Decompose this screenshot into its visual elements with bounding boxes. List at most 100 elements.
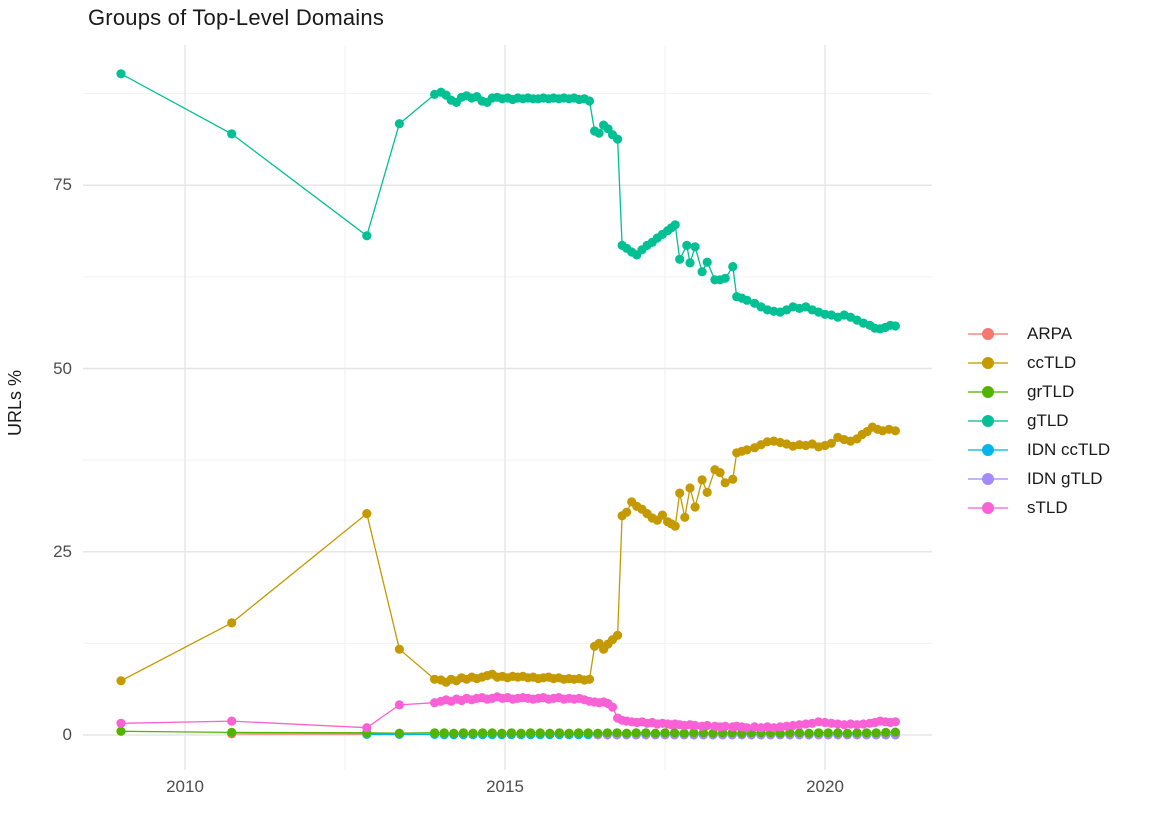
data-point-grtld [650, 728, 661, 738]
legend-swatch-cctld [968, 356, 1008, 370]
data-point-cctld [742, 445, 752, 455]
legend-label: IDN gTLD [1027, 468, 1103, 488]
data-point-gtld [685, 258, 695, 268]
data-point-grtld [449, 728, 459, 738]
legend-item-idn-cctld: IDN ccTLD [968, 435, 1110, 464]
legend-dot-icon [982, 414, 994, 427]
data-point-grtld [478, 728, 488, 738]
legend-swatch-idn-cctld [968, 443, 1008, 457]
data-point-stld [116, 718, 126, 728]
data-point-grtld [775, 728, 785, 738]
data-point-grtld [227, 727, 237, 738]
data-point-grtld [526, 728, 536, 738]
legend-swatch-idn-gtld [968, 472, 1008, 486]
data-point-cctld [613, 630, 623, 640]
data-point-grtld [660, 728, 670, 738]
data-point-grtld [814, 728, 824, 738]
data-point-grtld [708, 728, 718, 738]
data-point-grtld [679, 728, 689, 738]
series-grtld [116, 726, 901, 738]
data-point-cctld [697, 475, 707, 485]
data-point-grtld [535, 728, 545, 738]
legend-dot-icon [982, 501, 994, 514]
data-point-grtld [545, 728, 555, 738]
legend: ARPA ccTLD grTLD gTLD IDN ccTLD IDN gTLD sTLD [968, 319, 1110, 522]
data-point-cctld [690, 502, 700, 512]
x-tick-label: 2020 [806, 777, 844, 796]
data-point-cctld [394, 644, 404, 654]
data-point-grtld [116, 726, 126, 736]
data-point-grtld [890, 727, 901, 737]
series-line-cctld [120, 426, 896, 683]
data-point-grtld [554, 728, 565, 738]
series-line-gtld [120, 73, 896, 330]
data-point-grtld [842, 728, 853, 738]
legend-swatch-arpa [968, 327, 1008, 341]
legend-item-gtld: gTLD [968, 406, 1110, 435]
data-point-stld [607, 702, 618, 712]
data-point-cctld [702, 487, 712, 497]
data-point-grtld [612, 728, 622, 738]
legend-label: ARPA [1027, 323, 1073, 343]
data-point-grtld [641, 728, 651, 738]
data-point-grtld [631, 728, 641, 738]
data-point-stld [362, 723, 372, 733]
data-point-stld [720, 721, 730, 731]
data-point-cctld [685, 483, 695, 493]
data-point-grtld [689, 728, 699, 738]
data-point-gtld [670, 220, 680, 230]
series-gtld [116, 69, 901, 334]
data-point-grtld [862, 728, 872, 738]
data-point-grtld [394, 728, 404, 738]
data-point-gtld [584, 96, 595, 106]
data-point-cctld [362, 508, 372, 519]
legend-item-grtld: grTLD [968, 377, 1110, 406]
data-point-grtld [804, 728, 814, 738]
data-point-grtld [823, 728, 833, 738]
legend-item-cctld: ccTLD [968, 348, 1110, 377]
data-point-gtld [362, 231, 372, 241]
legend-swatch-gtld [968, 414, 1008, 428]
data-point-stld [394, 700, 404, 710]
data-point-gtld [594, 128, 604, 138]
x-tick-label: 2015 [486, 777, 524, 796]
legend-item-idn-gtld: IDN gTLD [968, 464, 1110, 493]
y-tick-label: 75 [53, 175, 72, 195]
legend-label: sTLD [1027, 497, 1068, 517]
data-point-cctld [890, 426, 901, 436]
data-point-gtld [394, 119, 404, 129]
data-point-grtld [564, 728, 574, 738]
legend-label: IDN ccTLD [1027, 439, 1111, 459]
legend-swatch-stld [968, 501, 1008, 515]
data-point-grtld [497, 728, 507, 738]
data-point-cctld [826, 438, 837, 448]
data-point-grtld [833, 728, 843, 738]
y-tick-label: 50 [53, 358, 72, 378]
data-point-grtld [430, 728, 440, 738]
data-point-grtld [487, 728, 497, 738]
legend-dot-icon [982, 385, 994, 398]
data-point-cctld [715, 468, 725, 478]
data-point-cctld [584, 674, 595, 684]
data-point-gtld [697, 267, 707, 277]
data-point-gtld [675, 254, 685, 264]
chart-title: Groups of Top-Level Domains [88, 5, 385, 30]
legend-label: gTLD [1027, 410, 1069, 430]
legend-swatch-grtld [968, 385, 1008, 399]
data-point-grtld [468, 728, 478, 738]
data-point-grtld [574, 728, 584, 738]
x-tick-label: 2010 [166, 777, 204, 796]
data-point-gtld [742, 295, 752, 305]
data-point-cctld [675, 488, 685, 498]
series-cctld [116, 422, 901, 687]
data-point-gtld [702, 257, 712, 267]
data-point-stld [227, 716, 237, 726]
data-point-gtld [720, 273, 730, 283]
data-point-stld [890, 717, 901, 727]
data-point-grtld [583, 728, 593, 738]
data-point-grtld [593, 728, 603, 738]
data-point-stld [690, 720, 700, 731]
data-point-grtld [871, 728, 881, 738]
legend-dot-icon [982, 472, 994, 485]
